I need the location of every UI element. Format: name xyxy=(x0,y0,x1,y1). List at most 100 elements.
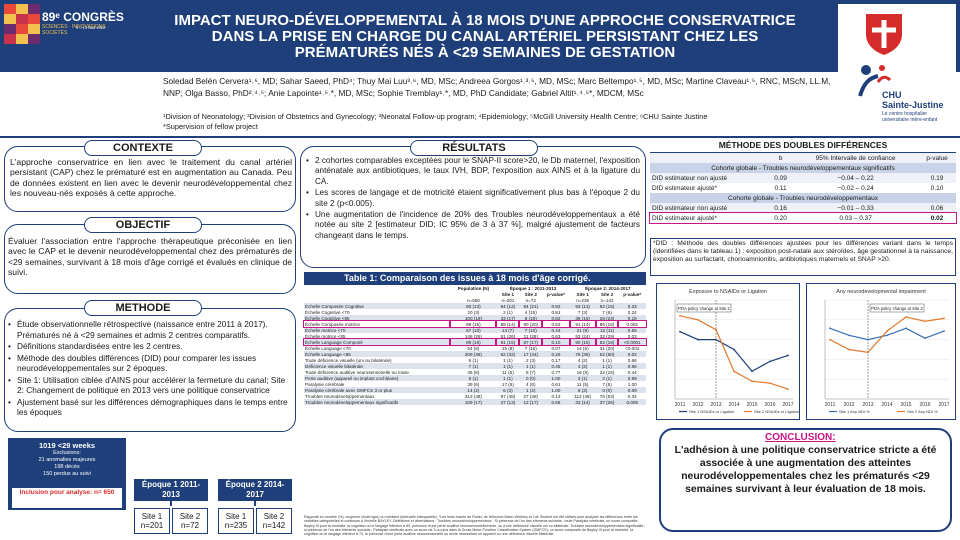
chart-nsaid-box: Exposure to NSAIDs or Ligation 2011 2012 20… xyxy=(656,283,800,420)
annotation-text: PDA policy change at Site 2 xyxy=(678,306,730,311)
congres-logo-mosaic xyxy=(4,4,40,44)
did-cell: 0.06 xyxy=(918,203,956,213)
table1-row-label: Échelle Cognitive <70 xyxy=(305,309,350,315)
table1-cell: 53 (24) xyxy=(575,333,590,339)
table1-cell: 90 (15) xyxy=(568,338,597,346)
methode-heading: METHODE xyxy=(84,300,202,316)
table1-cell: 0.66 xyxy=(618,363,646,369)
x-tick-label: 2016 xyxy=(919,402,930,408)
table1-cell: 0 (0) xyxy=(595,387,619,393)
objectif-text: Évaluer l'association entre l'approche t… xyxy=(8,236,292,278)
table1-row-label: Toute déficience visuelle (uni ou bilaté… xyxy=(305,357,392,363)
did-cell: 0.11 xyxy=(774,184,787,192)
exclusion-deaths: 198 décès xyxy=(54,464,80,470)
table1-row: Troubles neurodéveloppementaux significa… xyxy=(304,399,646,405)
table1-n-cell: n=201 xyxy=(501,297,515,303)
table1-cell: <0.001 xyxy=(625,345,640,351)
table1-row-label: Échelle Language <85 xyxy=(304,351,451,357)
table1-cell: 7 (10) xyxy=(519,327,543,333)
data-point xyxy=(905,327,907,330)
table1-cell: 0.17 xyxy=(551,357,561,363)
table1-cell: 0.44 xyxy=(627,369,637,375)
table1-cell: 2 (3) xyxy=(526,357,536,363)
table1-cell: 16 (8) xyxy=(576,369,589,375)
table1-row: Échelle Cognitive <85 100 (19) 33 (17) 8 (1… xyxy=(304,315,646,321)
data-point xyxy=(751,370,753,373)
table1-title: Table 1: Comparaison des issues à 18 moi… xyxy=(304,272,646,285)
table1-cell: 11 (5) xyxy=(576,381,589,387)
data-point xyxy=(769,360,771,363)
table1-cell: 7 (3) xyxy=(577,309,588,315)
table1-cell: 20 (3) xyxy=(467,309,480,315)
table1-cell: 91 (14) xyxy=(568,320,597,328)
chart-ndi: Any neurodevelopmental impairment 2011 201… xyxy=(825,289,950,414)
data-point xyxy=(943,317,945,320)
data-point xyxy=(697,338,699,341)
legend-label: Site 2 Any NDI % xyxy=(907,409,938,414)
table1-cell: 6 (3) xyxy=(496,387,520,393)
inclusion-box: Inclusion pour analyse: n= 650 xyxy=(12,488,122,508)
resultats-item: Une augmentation de l'incidence de 20% d… xyxy=(306,210,640,241)
series-line xyxy=(829,327,945,341)
x-tick-label: 2016 xyxy=(764,402,775,408)
methode-item: Définitions standardisées entre les 2 ce… xyxy=(8,341,292,352)
x-tick-label: 2012 xyxy=(843,402,854,408)
methode-item: Site 1: Utilisation ciblée d'AINS pour a… xyxy=(8,375,292,396)
shield-icon xyxy=(866,14,902,55)
conclusion-panel xyxy=(659,428,952,532)
chart-title: Any neurodevelopmental impairment xyxy=(836,289,926,295)
resultats-list: 2 cohortes comparables exceptées pour le… xyxy=(306,156,640,242)
legend-label: Site 1 NSAIDs or Ligation xyxy=(689,409,734,414)
data-point xyxy=(787,354,789,357)
table1-cell: 11 (28) xyxy=(523,333,538,339)
contexte-text: L'approche conservatrice en lien avec le… xyxy=(10,157,292,199)
chart-title: Exposure to NSAIDs or Ligation xyxy=(689,289,767,295)
data-point xyxy=(943,330,945,333)
did-cell: 0.09 xyxy=(768,173,793,183)
table1-epoch2-header: Époque 2: 2014-2017 xyxy=(585,285,631,291)
conclusion-text: L'adhésion à une politique conservatrice… xyxy=(674,445,937,495)
did-row-label: DID estimateur ajusté* xyxy=(652,184,718,192)
resultats-item: 2 cohortes comparables exceptées pour le… xyxy=(306,156,640,187)
table1-row-label: Troubles neurodéveloppementaux significa… xyxy=(304,399,451,405)
did-table: b 95% Intervalle de confiance p-value Co… xyxy=(649,153,957,224)
table1-cell: 4 (2) xyxy=(569,363,596,369)
chu-tagline: Le centre hospitalier universitaire mère… xyxy=(882,111,938,123)
table1-row: Échelle Cognitive <70 20 (3) 2 (1) 4 (15) 0.… xyxy=(304,309,646,315)
table1-n-cell: n=72 xyxy=(525,297,536,303)
table1-cell: 22 (16) xyxy=(599,369,615,375)
methode-item: Ajustement basé sur les différences démo… xyxy=(8,397,292,418)
did-cell: 0.02 xyxy=(930,214,944,222)
table1-cell: 2 (1) xyxy=(595,375,619,381)
mother-child-icon xyxy=(858,65,892,97)
table1-cell: 1.00 xyxy=(627,381,637,387)
exclusion-label: Exclusions: xyxy=(53,450,81,456)
table1-cell: 113 (48) xyxy=(574,393,592,399)
table1-cell: 1.00 xyxy=(542,387,570,393)
table1-cell: 12 (11) xyxy=(595,327,619,333)
x-tick-label: 2013 xyxy=(710,402,721,408)
table1-cell: 14 (7) xyxy=(496,327,520,333)
table1-cell: 39 (6) xyxy=(467,381,480,387)
table1-cell: 33 (14) xyxy=(569,399,596,405)
data-point xyxy=(924,320,926,323)
table1-cell: 4 (15) xyxy=(524,309,537,315)
table1-cell: 0.02 xyxy=(618,351,646,357)
table1-cell: 37 (26) xyxy=(595,399,619,405)
table1-cell: 11 (6) xyxy=(502,369,514,375)
table1-cell: 109 (17) xyxy=(450,399,497,405)
methode-item: Méthode des doubles différences (DID) po… xyxy=(8,353,292,374)
data-point xyxy=(751,380,753,383)
table1-cell: 1 (1) xyxy=(602,357,612,363)
table1-row-label: Déficience visuelle bilatérale xyxy=(304,363,451,369)
data-point xyxy=(829,338,831,341)
congres-subtitle: SCIENCES · INNOVATIONS · SOCIÉTÉS xyxy=(42,24,109,36)
table1-col-header: p-value* xyxy=(547,291,565,297)
table1-cell: 0.45 xyxy=(542,363,570,369)
data-point xyxy=(733,370,735,373)
table1-cell: 7 (6) xyxy=(602,309,612,315)
did-title: MÉTHODE DES DOUBLES DIFFÉRENCES xyxy=(650,140,956,153)
table1-cell: 1 (2) xyxy=(519,387,543,393)
table1-cell: 6 (1) xyxy=(468,357,479,363)
table1-row: Toute déficience visuelle (uni ou bilaté… xyxy=(304,357,646,363)
